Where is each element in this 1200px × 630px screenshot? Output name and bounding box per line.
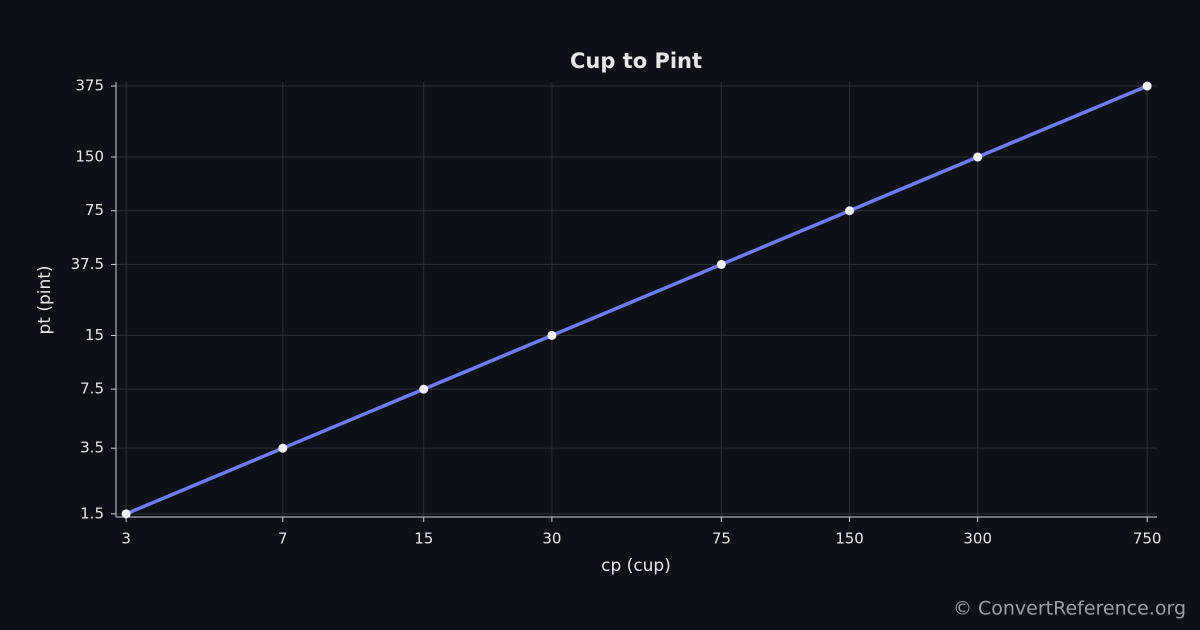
x-tick-label: 3	[121, 530, 131, 548]
x-tick-label: 300	[963, 530, 992, 548]
x-tick-label: 30	[542, 530, 561, 548]
x-tick-label: 75	[712, 530, 731, 548]
y-tick-label: 375	[75, 77, 104, 95]
data-point	[121, 509, 131, 519]
data-point	[547, 330, 557, 340]
x-tick-label: 7	[278, 530, 288, 548]
y-tick-label: 1.5	[80, 504, 104, 522]
y-tick-label: 7.5	[80, 380, 104, 398]
chart-title: Cup to Pint	[570, 49, 702, 73]
data-point	[973, 152, 983, 162]
data-point	[716, 259, 726, 269]
data-point	[419, 384, 429, 394]
series-line	[125, 84, 1148, 516]
x-tick-label: 750	[1133, 530, 1162, 548]
data-point	[1142, 81, 1152, 91]
y-tick-label: 150	[75, 148, 104, 166]
x-tick-label: 15	[414, 530, 433, 548]
y-axis-label: pt (pint)	[35, 265, 55, 334]
x-axis-label: cp (cup)	[601, 556, 671, 576]
data-point	[845, 206, 855, 216]
data-point	[278, 443, 288, 453]
y-tick-label: 37.5	[71, 255, 104, 273]
y-tick-label: 15	[85, 326, 104, 344]
x-tick-label: 150	[835, 530, 864, 548]
y-tick-label: 3.5	[80, 439, 104, 457]
footer: © ConvertReference.org	[953, 598, 1186, 620]
y-tick-label: 75	[85, 201, 104, 219]
